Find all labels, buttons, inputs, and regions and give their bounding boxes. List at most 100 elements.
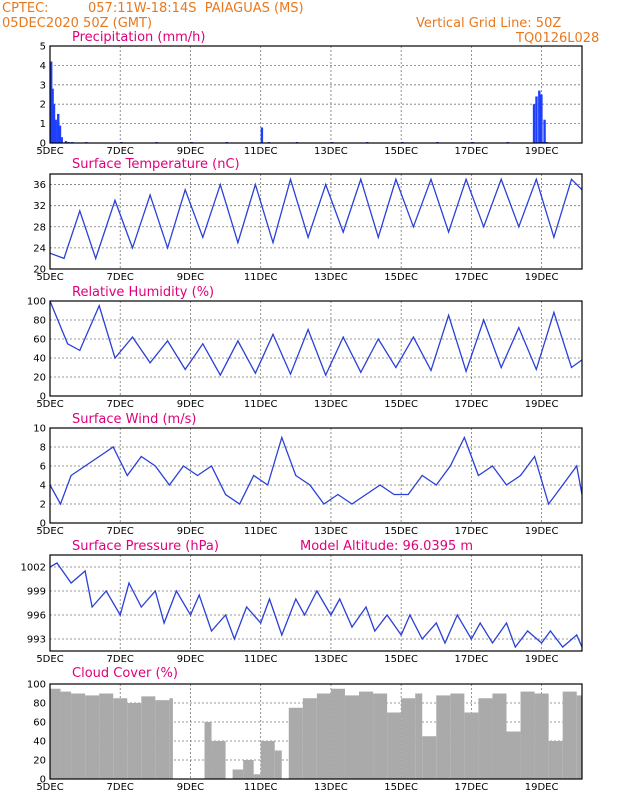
- series-point: [267, 484, 269, 486]
- y-tick-label: 996: [27, 611, 46, 622]
- series-point: [56, 562, 58, 564]
- series-point: [374, 630, 376, 632]
- series-point: [463, 436, 465, 439]
- panel-title: Relative Humidity (%): [72, 285, 214, 300]
- precip-bar: [60, 137, 63, 143]
- panel-title: Surface Pressure (hPa): [72, 539, 219, 554]
- source-label: CPTEC:: [2, 1, 49, 16]
- series-point: [167, 247, 169, 249]
- series-point: [430, 369, 432, 371]
- series-point: [407, 493, 409, 496]
- x-tick-label: 9DEC: [177, 146, 204, 157]
- cloud-cover-bar: [302, 698, 317, 779]
- series-point: [309, 484, 311, 486]
- series-point: [549, 630, 551, 632]
- cloud-cover-bar: [359, 691, 374, 779]
- x-tick-label: 19DEC: [525, 272, 559, 283]
- series-point: [140, 606, 142, 608]
- series-point: [84, 570, 86, 572]
- precip-bar: [51, 88, 54, 143]
- y-tick-label: 40: [33, 354, 46, 365]
- cloud-cover-bar: [478, 698, 493, 779]
- y-tick-label: 100: [27, 680, 46, 691]
- x-tick-label: 5DEC: [36, 146, 63, 157]
- series-point: [342, 336, 344, 338]
- series-point: [393, 493, 395, 496]
- series-point: [465, 178, 467, 180]
- precip-bar: [543, 119, 546, 143]
- series-point: [66, 343, 69, 345]
- series-point: [518, 327, 520, 329]
- series-point: [246, 606, 248, 608]
- x-tick-label: 11DEC: [244, 526, 278, 537]
- series-point: [70, 582, 72, 584]
- cloud-cover-bar: [344, 695, 360, 779]
- panel-annotation: Model Altitude: 96.0395 m: [300, 539, 473, 554]
- x-tick-label: 19DEC: [525, 526, 559, 537]
- x-tick-label: 19DEC: [525, 782, 559, 793]
- y-tick-label: 0: [40, 519, 46, 530]
- x-tick-label: 19DEC: [525, 399, 559, 410]
- x-tick-label: 9DEC: [177, 526, 204, 537]
- x-tick-label: 19DEC: [525, 654, 559, 665]
- series-point: [526, 630, 529, 632]
- y-tick-label: 993: [27, 635, 46, 646]
- series-point: [351, 503, 353, 505]
- x-tick-label: 13DEC: [314, 526, 348, 537]
- series-point: [435, 484, 437, 486]
- y-tick-label: 60: [33, 718, 46, 729]
- series-point: [281, 634, 283, 636]
- x-tick-label: 5DEC: [36, 654, 63, 665]
- series-point: [128, 582, 130, 584]
- series-point: [576, 465, 578, 467]
- x-tick-label: 17DEC: [455, 526, 489, 537]
- series-point: [131, 336, 134, 338]
- series-point: [272, 333, 274, 335]
- series-point: [119, 614, 121, 616]
- series-point: [91, 606, 93, 608]
- series-point: [500, 178, 502, 180]
- series-point: [470, 638, 472, 640]
- series-point: [386, 614, 388, 616]
- precip-bar: [57, 113, 60, 143]
- series-point: [379, 484, 381, 486]
- cloud-cover-bar: [387, 712, 402, 779]
- series-point: [500, 366, 502, 369]
- series-point: [456, 614, 458, 616]
- series-point: [202, 343, 204, 345]
- series-point: [84, 465, 86, 467]
- x-tick-label: 5DEC: [36, 272, 63, 283]
- cloud-cover-bar: [576, 695, 582, 779]
- x-tick-label: 11DEC: [244, 399, 278, 410]
- series-point: [131, 247, 134, 249]
- x-tick-label: 15DEC: [384, 654, 418, 665]
- cloud-cover-bar: [141, 696, 156, 779]
- y-tick-label: 0: [40, 775, 46, 786]
- precip-bar: [52, 104, 56, 143]
- series-point: [337, 493, 339, 496]
- series-point: [254, 183, 257, 186]
- series-point: [412, 336, 415, 338]
- x-tick-label: 15DEC: [384, 782, 418, 793]
- x-tick-label: 7DEC: [107, 654, 134, 665]
- series-point: [79, 349, 81, 351]
- series-point: [198, 594, 200, 596]
- y-tick-label: 60: [33, 335, 46, 346]
- series-point: [114, 199, 116, 201]
- series-point: [224, 614, 227, 616]
- series-line: [49, 435, 583, 506]
- series-point: [365, 493, 367, 496]
- y-tick-label: 20: [33, 756, 46, 767]
- x-tick-label: 11DEC: [244, 654, 278, 665]
- cloud-cover-bar: [85, 695, 100, 779]
- cloud-cover-bar: [60, 691, 72, 779]
- series-point: [95, 257, 97, 260]
- series-point: [175, 590, 178, 592]
- precip-bar: [58, 125, 62, 143]
- series-point: [339, 598, 341, 600]
- series-point: [237, 242, 239, 244]
- series-point: [149, 194, 151, 196]
- x-tick-label: 13DEC: [314, 654, 348, 665]
- series-point: [479, 622, 481, 624]
- series-point: [377, 338, 379, 340]
